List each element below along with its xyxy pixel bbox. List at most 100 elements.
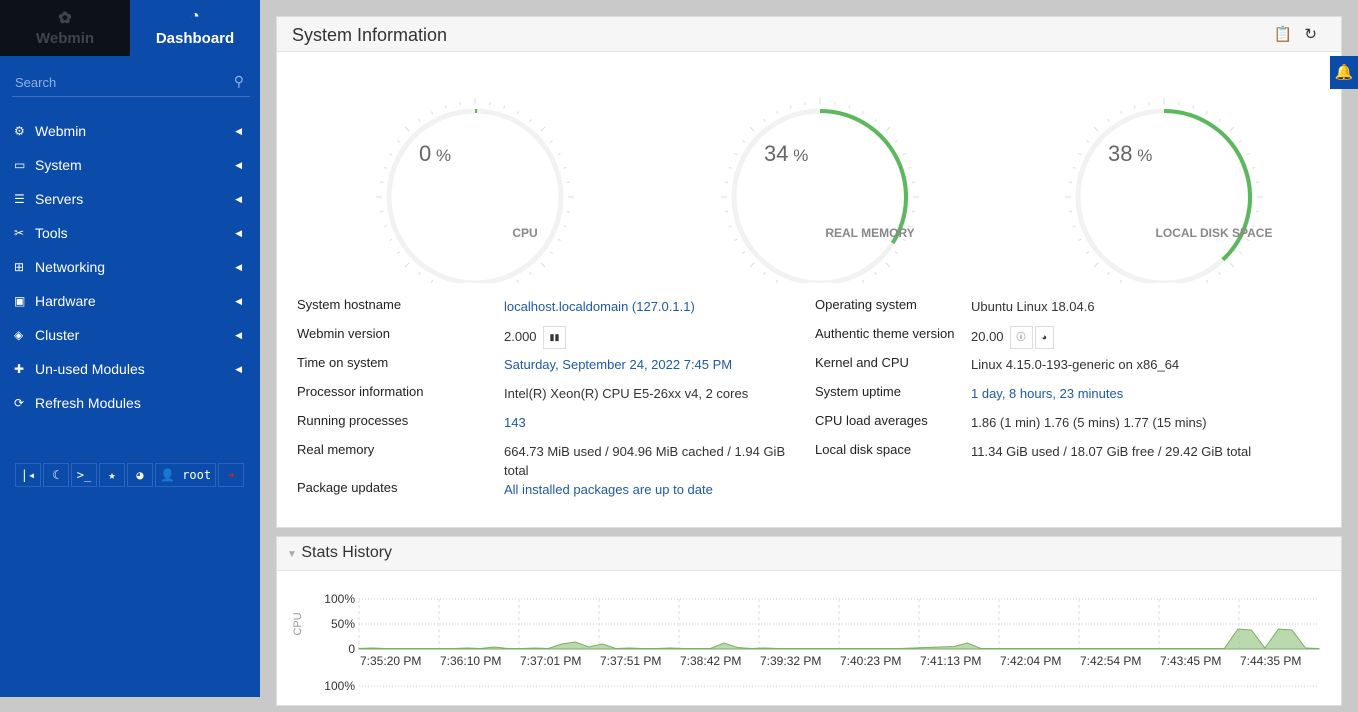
info-value[interactable]: 143 [504,413,789,442]
gear-icon: ⚙ [14,124,35,138]
info-icon[interactable]: ⓘ [1010,326,1033,349]
gauge-tick [750,127,754,131]
y-tick-label: 50% [331,617,355,631]
info-label: CPU load averages [815,413,971,442]
tab-webmin[interactable]: ✿Webmin [0,0,130,56]
search-input[interactable]: Search ⚲ [12,70,250,97]
info-label: Processor information [297,384,504,413]
info-value: Ubuntu Linux 18.04.6 [971,297,1351,326]
reload-icon[interactable]: ↻ [1304,26,1329,43]
search-placeholder: Search [15,75,56,90]
collapse-sidebar-button[interactable]: |◂ [15,463,41,487]
gauge-value: 34 % [764,141,808,166]
notifications-bell-icon[interactable]: 🔔 [1330,56,1358,89]
gauge-tick [517,111,518,114]
info-label: System uptime [815,384,971,413]
server-icon: ☰ [14,192,35,206]
terminal-button[interactable]: >_ [71,463,97,487]
sidebar-item-networking[interactable]: ⊞Networking◀ [0,250,260,284]
x-tick-label: 7:43:45 PM [1160,654,1221,668]
info-label: Authentic theme version [815,326,971,355]
webmin-logo-icon: ✿ [0,0,130,30]
gauge-fill-arc [820,111,906,243]
y-tick-label: 100% [324,679,355,693]
info-value: 664.73 MiB used / 904.96 MiB cached / 1.… [504,442,789,480]
theme-palette-button[interactable]: ◕ [127,463,153,487]
gauge-tick [1108,272,1110,274]
sidebar-item-tools[interactable]: ✂Tools◀ [0,216,260,250]
sidebar-item-webmin[interactable]: ⚙Webmin◀ [0,114,260,148]
info-value[interactable]: Saturday, September 24, 2022 7:45 PM [504,355,789,384]
panel-title: Stats History [301,544,392,561]
gauge-tick [875,119,877,121]
favorites-button[interactable]: ★ [99,463,125,487]
gauge-tick [742,141,744,143]
value-text[interactable]: localhost.localdomain (127.0.1.1) [504,299,695,314]
panel-title: System Information [292,25,447,45]
user-button[interactable]: 👤 root [155,463,216,487]
sidebar-item-system[interactable]: ▭System◀ [0,148,260,182]
gauge-real-memory: 34 %REAL MEMORY [721,98,919,283]
dashboard-icon: ◔ [130,0,260,30]
gauge-tick [550,141,552,143]
caret-left-icon: ◀ [235,364,242,375]
laptop-icon: ▭ [14,158,35,172]
username: root [182,468,211,482]
y-axis-label: CPU [292,612,304,635]
sidebar-item-refresh-modules[interactable]: ⟳Refresh Modules [0,386,260,420]
gauge-tick [1219,119,1221,121]
sidebar-item-label: Refresh Modules [35,395,141,411]
sidebar-item-un-used-modules[interactable]: ✚Un-used Modules◀ [0,352,260,386]
gauge-tick [790,106,791,109]
info-label: Package updates [297,480,504,509]
gauge-tick [1073,226,1076,227]
clipboard-icon[interactable]: 📋 [1274,26,1305,43]
info-value: 1.86 (1 min) 1.76 (5 mins) 1.77 (15 mins… [971,413,1351,442]
gauge-tick [1193,106,1194,109]
palette-icon[interactable]: ◕ [1035,326,1054,349]
gauge-tick [1073,167,1076,168]
gauge-tick [530,272,532,274]
gauge-tick [908,167,911,168]
gauge-tick [1078,153,1081,154]
search-icon[interactable]: ⚲ [234,73,244,90]
info-value[interactable]: All installed packages are up to date [504,480,789,509]
sidebar-item-servers[interactable]: ☰Servers◀ [0,182,260,216]
tools-icon: ✂ [14,226,35,240]
gauge-tick [1086,141,1088,143]
logout-button[interactable]: ➔ [218,463,244,487]
gauge-tick [1247,153,1250,154]
tab-dashboard[interactable]: ◔Dashboard [130,0,260,56]
collapse-caret-icon[interactable]: ▼ [287,549,297,560]
info-value: Linux 4.15.0-193-generic on x86_64 [971,355,1351,384]
gauge-tick [1206,280,1207,283]
caret-left-icon: ◀ [235,194,242,205]
gauge-tick [384,167,387,168]
value-text[interactable]: Saturday, September 24, 2022 7:45 PM [504,357,732,372]
info-value[interactable]: localhost.localdomain (127.0.1.1) [504,297,789,326]
gauge-tick [734,239,737,240]
gauge-track [389,111,561,283]
gauge-tick [886,127,890,131]
value-text[interactable]: 143 [504,415,526,430]
night-mode-button[interactable]: ☾ [43,463,69,487]
info-value: 2.000▮▮ [504,326,789,355]
value-text[interactable]: 1 day, 8 hours, 23 minutes [971,386,1123,401]
gauge-tick [764,119,766,121]
gauge-tick [1239,141,1241,143]
info-value: 11.34 GiB used / 18.07 GiB free / 29.42 … [971,442,1351,471]
gauge-tick [729,226,732,227]
info-value[interactable]: 1 day, 8 hours, 23 minutes [971,384,1351,413]
value-text[interactable]: All installed packages are up to date [504,482,713,497]
gauge-tick [750,263,754,267]
gauge-tick [895,252,897,254]
changelog-icon[interactable]: ▮▮ [543,326,567,349]
sidebar-item-cluster[interactable]: ◈Cluster◀ [0,318,260,352]
info-label: Running processes [297,413,504,442]
x-tick-label: 7:40:23 PM [840,654,901,668]
gauge-tick [389,153,392,154]
gauge-tick [1120,111,1121,114]
sidebar-item-hardware[interactable]: ▣Hardware◀ [0,284,260,318]
